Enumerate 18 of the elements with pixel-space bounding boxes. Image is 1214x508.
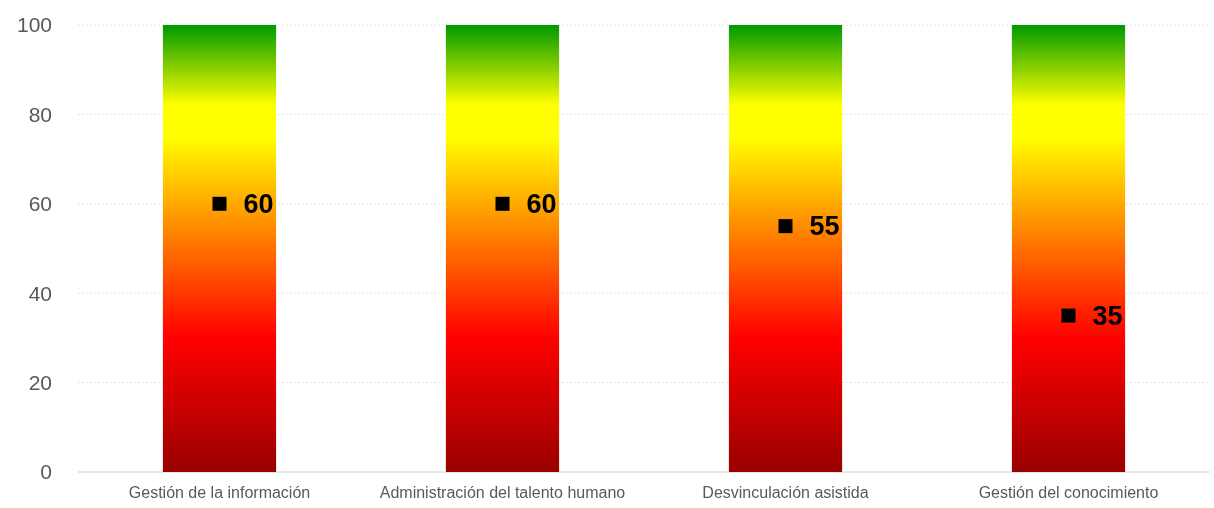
data-label: 55 [809, 211, 840, 242]
data-label: 35 [1092, 300, 1123, 331]
point [495, 196, 510, 211]
x-tick-label: Administración del talento humano [379, 484, 626, 501]
data-label: 60 [243, 188, 274, 219]
y-tick-label: 60 [28, 192, 52, 216]
x-tick-label: Gestión de la información [128, 484, 311, 501]
point [778, 219, 793, 234]
y-tick-label: 100 [16, 13, 52, 37]
y-tick-label: 40 [28, 281, 52, 305]
x-tick-label: Desvinculación asistida [702, 484, 869, 501]
point [1061, 308, 1076, 323]
y-tick-label: 0 [40, 460, 52, 484]
data-label: 60 [526, 188, 557, 219]
y-tick-label: 20 [28, 370, 52, 394]
point [212, 196, 227, 211]
x-tick-label: Gestión del conocimiento [978, 484, 1159, 501]
y-tick-label: 80 [28, 102, 52, 126]
